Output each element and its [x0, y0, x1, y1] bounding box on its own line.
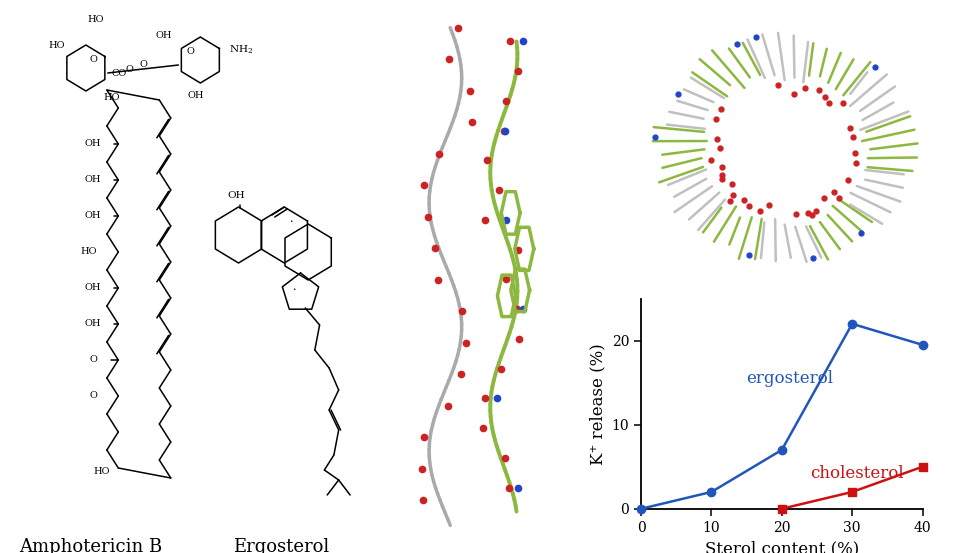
- Text: O: O: [90, 392, 97, 400]
- Text: O: O: [90, 55, 97, 65]
- Text: cholesterol: cholesterol: [809, 465, 902, 482]
- Text: OH: OH: [85, 211, 101, 221]
- Text: ergosterol: ergosterol: [746, 370, 833, 387]
- Text: HO: HO: [103, 93, 119, 102]
- Text: OH: OH: [85, 284, 101, 293]
- Text: O: O: [187, 46, 194, 55]
- Text: OH: OH: [85, 320, 101, 328]
- Text: O: O: [139, 60, 147, 69]
- X-axis label: Sterol content (%): Sterol content (%): [704, 540, 858, 553]
- Text: HO: HO: [88, 15, 104, 24]
- Text: OH: OH: [155, 30, 172, 39]
- Text: Ergosterol: Ergosterol: [233, 538, 329, 553]
- Y-axis label: K⁺ release (%): K⁺ release (%): [589, 343, 605, 465]
- Text: Amphotericin B: Amphotericin B: [19, 538, 162, 553]
- Text: OH: OH: [228, 190, 245, 200]
- Text: $\mathregular{NH_2}$: $\mathregular{NH_2}$: [229, 44, 253, 56]
- Text: CO: CO: [112, 70, 127, 79]
- Text: O: O: [126, 65, 133, 75]
- Text: OH: OH: [85, 139, 101, 149]
- Text: HO: HO: [93, 467, 111, 477]
- Text: OH: OH: [187, 91, 204, 100]
- Text: O: O: [90, 356, 97, 364]
- Text: HO: HO: [81, 248, 97, 257]
- Text: •: •: [292, 288, 295, 293]
- Text: HO: HO: [49, 41, 65, 50]
- Text: •: •: [289, 220, 293, 225]
- Text: OH: OH: [85, 175, 101, 185]
